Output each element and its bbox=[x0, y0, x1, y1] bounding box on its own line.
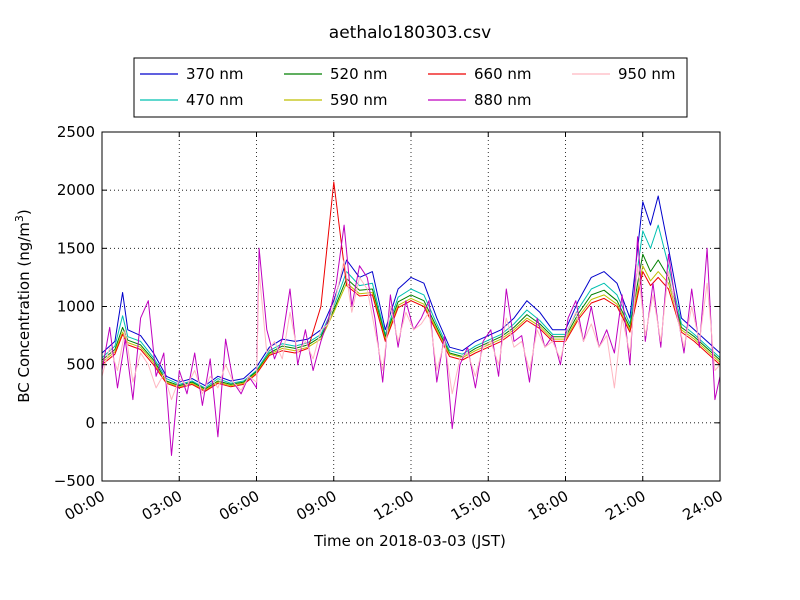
axis-ticks bbox=[101, 131, 721, 482]
y-axis-label: BC Concentration (ng/m3) bbox=[13, 209, 33, 403]
legend-label: 520 nm bbox=[330, 65, 388, 83]
x-tick-label: 03:00 bbox=[139, 487, 185, 524]
y-tick-labels: 2500 2000 1500 1000 500 0 −500 bbox=[54, 123, 95, 490]
grid-lines bbox=[102, 132, 720, 481]
y-tick-label: 500 bbox=[66, 356, 95, 374]
legend-box bbox=[133, 57, 688, 118]
x-tick-label: 00:00 bbox=[62, 487, 108, 524]
series-line-590-nm bbox=[102, 265, 720, 391]
x-tick-labels: 00:00 03:00 06:00 09:00 12:00 15:00 18:00 21:00… bbox=[62, 487, 726, 524]
x-tick-label: 12:00 bbox=[371, 487, 417, 524]
x-tick-label: 18:00 bbox=[525, 487, 571, 524]
chart-title: aethalo180303.csv bbox=[329, 23, 491, 43]
y-tick-label: 1000 bbox=[57, 298, 95, 316]
x-axis-label: Time on 2018-03-03 (JST) bbox=[313, 532, 506, 550]
series-line-660-nm bbox=[102, 181, 720, 392]
series-line-880-nm bbox=[102, 224, 720, 456]
legend-label: 950 nm bbox=[618, 65, 676, 83]
series-line-370-nm bbox=[102, 195, 720, 387]
legend-label: 660 nm bbox=[474, 65, 532, 83]
y-tick-label: 2000 bbox=[57, 181, 95, 199]
x-tick-label: 15:00 bbox=[448, 487, 494, 524]
series-line-470-nm bbox=[102, 224, 720, 389]
y-tick-label: 2500 bbox=[57, 123, 95, 141]
legend: 370 nm 470 nm 520 nm 590 nm 660 nm 880 nm 950 … bbox=[133, 57, 688, 118]
series-layer bbox=[102, 181, 720, 456]
legend-label: 880 nm bbox=[474, 91, 532, 109]
legend-label: 470 nm bbox=[186, 91, 244, 109]
x-tick-label: 24:00 bbox=[680, 487, 726, 524]
legend-label: 370 nm bbox=[186, 65, 244, 83]
x-tick-label: 09:00 bbox=[293, 487, 339, 524]
x-tick-label: 21:00 bbox=[602, 487, 648, 524]
legend-label: 590 nm bbox=[330, 91, 388, 109]
x-tick-label: 06:00 bbox=[216, 487, 262, 524]
y-tick-label: 0 bbox=[85, 414, 95, 432]
y-tick-label: 1500 bbox=[57, 239, 95, 257]
series-line-950-nm bbox=[102, 259, 720, 401]
series-line-520-nm bbox=[102, 253, 720, 390]
y-tick-label: −500 bbox=[54, 472, 95, 490]
